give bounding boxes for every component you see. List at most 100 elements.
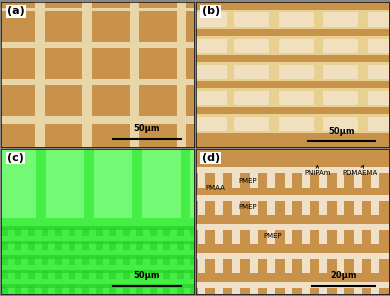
- Bar: [46, 123, 84, 155]
- Bar: [285, 168, 292, 188]
- Text: (d): (d): [202, 153, 220, 163]
- Bar: [28, 257, 35, 265]
- Bar: [94, 186, 133, 218]
- Bar: [285, 282, 292, 296]
- Bar: [371, 224, 379, 244]
- Bar: [186, 124, 224, 155]
- Bar: [44, 124, 82, 155]
- Bar: [0, 49, 35, 79]
- Bar: [0, 270, 198, 273]
- Bar: [302, 253, 310, 273]
- Bar: [190, 242, 197, 250]
- Bar: [285, 224, 292, 244]
- Bar: [190, 155, 229, 186]
- Bar: [192, 168, 390, 173]
- Bar: [69, 271, 76, 279]
- Bar: [15, 228, 21, 236]
- Bar: [190, 257, 197, 265]
- Bar: [28, 228, 35, 236]
- Bar: [139, 0, 177, 8]
- Bar: [192, 195, 390, 201]
- Text: PDMAEMA: PDMAEMA: [342, 165, 378, 176]
- Bar: [0, 123, 36, 155]
- Bar: [371, 195, 379, 215]
- Bar: [0, 255, 198, 259]
- Bar: [186, 12, 224, 42]
- Bar: [192, 10, 390, 29]
- Bar: [190, 123, 229, 155]
- Bar: [186, 49, 224, 79]
- Bar: [198, 224, 206, 244]
- Bar: [96, 286, 103, 294]
- Bar: [192, 12, 227, 27]
- Text: (b): (b): [202, 7, 220, 16]
- Bar: [192, 91, 227, 105]
- Bar: [55, 228, 62, 236]
- Bar: [136, 286, 143, 294]
- Bar: [215, 195, 223, 215]
- Bar: [279, 38, 314, 53]
- Bar: [198, 168, 206, 188]
- Bar: [69, 228, 76, 236]
- Bar: [192, 117, 227, 131]
- Bar: [368, 65, 390, 79]
- Bar: [215, 282, 223, 296]
- Bar: [267, 282, 275, 296]
- Bar: [82, 286, 89, 294]
- Bar: [142, 123, 181, 155]
- Text: PNIPAm: PNIPAm: [304, 165, 330, 176]
- Bar: [192, 89, 390, 107]
- Bar: [250, 282, 257, 296]
- Bar: [192, 36, 390, 55]
- Text: PMEP: PMEP: [238, 178, 257, 184]
- Text: 50μm: 50μm: [134, 271, 160, 280]
- Bar: [192, 282, 390, 288]
- Bar: [15, 271, 21, 279]
- Bar: [136, 228, 143, 236]
- Bar: [15, 257, 21, 265]
- Bar: [319, 224, 327, 244]
- Bar: [279, 65, 314, 79]
- Bar: [192, 115, 390, 133]
- Bar: [186, 86, 224, 116]
- Bar: [337, 168, 344, 188]
- Bar: [354, 168, 362, 188]
- Bar: [1, 286, 8, 294]
- Bar: [337, 253, 344, 273]
- Text: (a): (a): [7, 7, 25, 16]
- Bar: [42, 228, 48, 236]
- Text: PMEP: PMEP: [263, 233, 282, 239]
- Bar: [232, 195, 240, 215]
- Bar: [150, 271, 156, 279]
- Bar: [198, 253, 206, 273]
- Bar: [302, 282, 310, 296]
- Bar: [82, 242, 89, 250]
- Bar: [142, 155, 181, 186]
- Bar: [42, 286, 48, 294]
- Bar: [234, 91, 269, 105]
- Bar: [94, 155, 133, 186]
- Bar: [354, 224, 362, 244]
- Bar: [44, 12, 82, 42]
- Bar: [0, 12, 35, 42]
- Bar: [82, 271, 89, 279]
- Bar: [139, 124, 177, 155]
- Bar: [279, 91, 314, 105]
- Bar: [319, 282, 327, 296]
- Bar: [250, 253, 257, 273]
- Bar: [46, 186, 84, 218]
- Bar: [123, 286, 129, 294]
- Bar: [232, 168, 240, 188]
- Bar: [354, 282, 362, 296]
- Bar: [139, 12, 177, 42]
- Bar: [46, 155, 84, 186]
- Bar: [267, 195, 275, 215]
- Bar: [1, 257, 8, 265]
- Bar: [234, 38, 269, 53]
- Bar: [319, 168, 327, 188]
- Bar: [28, 286, 35, 294]
- Bar: [319, 195, 327, 215]
- Bar: [163, 271, 170, 279]
- Bar: [368, 38, 390, 53]
- Bar: [215, 224, 223, 244]
